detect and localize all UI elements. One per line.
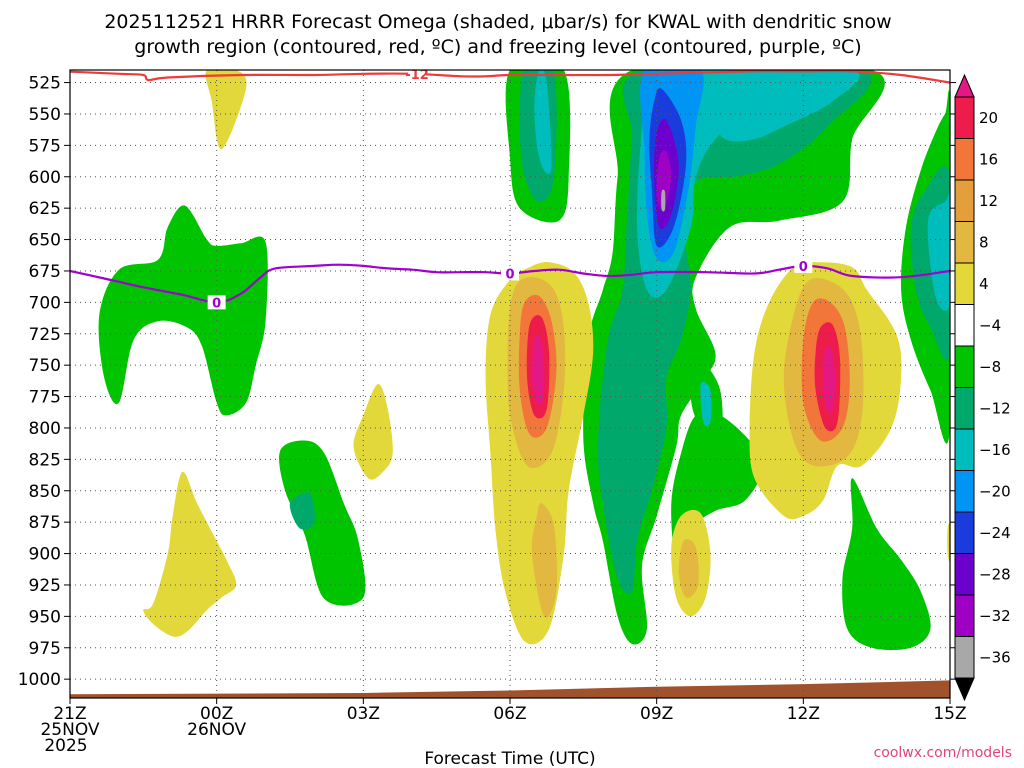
y-tick-label: 975: [29, 639, 61, 659]
colorbar-label: −4: [979, 317, 1001, 335]
colorbar-label: −36: [979, 649, 1011, 667]
colorbar-swatch: [954, 553, 975, 596]
colorbar-swatch: [954, 470, 975, 513]
freezing-label-1-bg: [207, 295, 226, 310]
omega-region-10: [289, 492, 315, 530]
terrain-fill: [70, 680, 950, 698]
omega-region-1: [279, 440, 366, 606]
freezing-label-3-bg: [794, 258, 813, 273]
y-tick-label: 1000: [18, 670, 61, 690]
terrain: [70, 680, 950, 698]
freezing-label-2: 0: [505, 267, 514, 282]
colorbar-swatch: [954, 345, 975, 388]
y-tick-label: 750: [29, 356, 61, 376]
omega-region-27: [143, 471, 237, 637]
colorbar-label: −12: [979, 400, 1011, 418]
colorbar-swatch: [954, 636, 975, 679]
colorbar-top-arrow: [954, 73, 975, 98]
y-tick-label: 650: [29, 231, 61, 251]
x-tick-label: 09Z: [640, 704, 673, 724]
colorbar-label: −24: [979, 524, 1011, 542]
y-tick-label: 675: [29, 262, 61, 282]
freezing-label-1: 0: [212, 296, 221, 311]
colorbar: 20 16 12 8 4 −4 −8 −12 −16 −20 −24 −28 −32 −36: [954, 73, 1011, 702]
x-tick-label: 2025: [44, 736, 87, 756]
omega-region-22: [205, 70, 247, 150]
y-tick-label: 800: [29, 419, 61, 439]
freezing-label-3: 0: [799, 260, 808, 275]
y-tick-label: 925: [29, 576, 61, 596]
omega-region-0: [98, 205, 268, 416]
x-axis-label: Forecast Time (UTC): [424, 749, 595, 768]
colorbar-swatch: [954, 387, 975, 430]
colorbar-label: −8: [979, 358, 1001, 376]
colorbar-label: 16: [979, 151, 998, 169]
omega-region-15: [700, 381, 712, 427]
contours: -12 0 0 0: [70, 68, 950, 311]
y-tick-label: 825: [29, 450, 61, 470]
colorbar-swatch: [954, 138, 975, 181]
colorbar-label: 8: [979, 234, 989, 252]
colorbar-swatch: [954, 428, 975, 471]
omega-region-32: [678, 539, 699, 598]
colorbar-swatch: [954, 179, 975, 222]
dgz-contour-label: -12: [405, 68, 429, 83]
freezing-label-2-bg: [501, 266, 519, 281]
y-tick-label: 550: [29, 105, 61, 125]
omega-region-21: [661, 189, 666, 212]
colorbar-swatch: [954, 96, 975, 139]
omega-region-37: [531, 334, 545, 406]
x-tick-label: 26NOV: [187, 720, 246, 740]
x-tick-label: 21Z: [53, 704, 86, 724]
colorbar-label: 12: [979, 192, 998, 210]
dgz-contour-label-bg: [408, 70, 427, 81]
colorbar-label: 4: [979, 275, 989, 293]
omega-region-14: [695, 70, 860, 142]
y-axis-ticks: 525 550 575 600 625 650 675 700 725 750 775 800 825 8…: [18, 74, 956, 690]
x-tick-label: 12Z: [787, 704, 820, 724]
y-tick-label: 525: [29, 74, 61, 94]
omega-region-30: [531, 503, 558, 618]
x-tick-label: 25NOV: [40, 720, 99, 740]
y-tick-label: 900: [29, 545, 61, 565]
colorbar-bottom-arrow: [954, 677, 975, 702]
omega-region-12: [534, 70, 552, 175]
x-tick-label: 03Z: [347, 704, 380, 724]
chart-title-line-1: 2025112521 HRRR Forecast Omega (shaded, …: [104, 11, 891, 33]
x-tick-label: 15Z: [933, 704, 966, 724]
y-tick-label: 850: [29, 482, 61, 502]
x-tick-label: 06Z: [493, 704, 526, 724]
dgz-contour-line: [70, 70, 950, 84]
omega-region-6: [842, 478, 931, 651]
y-tick-label: 600: [29, 168, 61, 188]
colorbar-swatch: [954, 304, 975, 347]
colorbar-label: 20: [979, 109, 998, 127]
credit-text: coolwx.com/models: [874, 745, 1012, 761]
grid-lines: [69, 70, 951, 698]
colorbar-label: −16: [979, 441, 1011, 459]
omega-region-28: [947, 523, 950, 562]
y-tick-label: 700: [29, 293, 61, 313]
colorbar-swatch: [954, 262, 975, 305]
colorbar-label: −28: [979, 566, 1011, 584]
freezing-level-line: [70, 263, 950, 304]
y-tick-label: 575: [29, 136, 61, 156]
y-tick-label: 875: [29, 513, 61, 533]
x-tick-label: 00Z: [200, 704, 233, 724]
omega-region-16: [927, 193, 950, 311]
y-tick-label: 950: [29, 607, 61, 627]
y-tick-label: 625: [29, 199, 61, 219]
colorbar-swatch: [954, 511, 975, 554]
y-tick-label: 775: [29, 388, 61, 408]
colorbar-label: −20: [979, 483, 1011, 501]
colorbar-label: −32: [979, 607, 1011, 625]
omega-region-20: [656, 150, 672, 209]
colorbar-swatch: [954, 594, 975, 637]
y-tick-label: 725: [29, 325, 61, 345]
chart-title-line-2: growth region (contoured, red, ºC) and f…: [134, 36, 861, 58]
colorbar-swatch: [954, 221, 975, 264]
